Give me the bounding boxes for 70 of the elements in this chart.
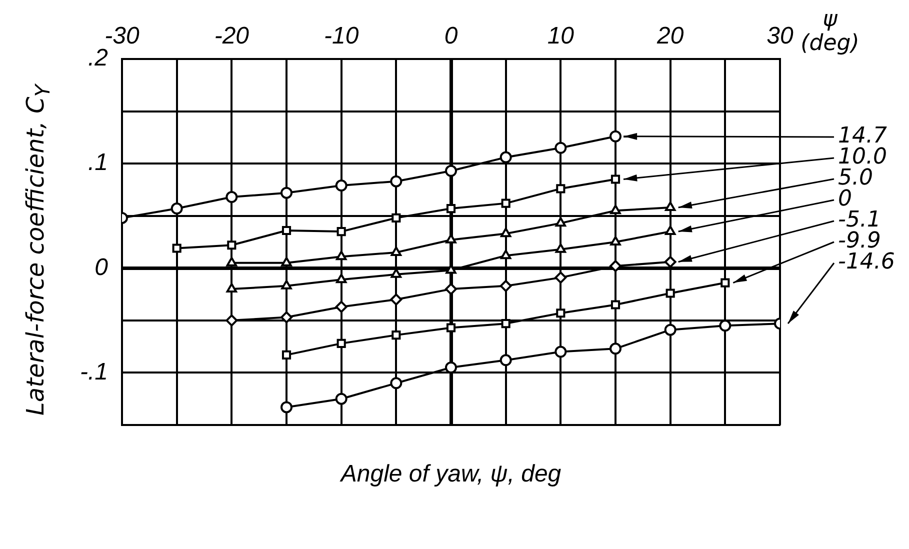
- point: [664, 324, 676, 336]
- y-tick-label: -.1: [80, 358, 108, 386]
- x-tick-label: -10: [324, 22, 360, 50]
- point: [390, 246, 402, 256]
- point: [281, 280, 292, 290]
- point: [336, 338, 346, 348]
- x-tick-label: 10: [547, 22, 575, 50]
- point: [280, 186, 292, 199]
- point: [282, 350, 292, 360]
- y-tick-label: .1: [88, 149, 108, 176]
- y-tick-label: 0: [94, 254, 109, 281]
- x-axis-title: Angle of yaw, ψ, deg: [338, 460, 562, 488]
- point: [226, 314, 238, 326]
- text: ψ (deg): [800, 7, 860, 56]
- point: [720, 278, 730, 288]
- point: [335, 392, 348, 405]
- point: [610, 174, 620, 184]
- point: [610, 260, 622, 272]
- point: [282, 226, 292, 236]
- point: [500, 250, 512, 260]
- point: [556, 308, 566, 318]
- point: [392, 213, 401, 222]
- point: [500, 151, 512, 164]
- point: [280, 401, 292, 414]
- point: [610, 300, 620, 310]
- point: [170, 202, 183, 215]
- point: [500, 280, 512, 292]
- x-tick-label: 0: [444, 22, 458, 50]
- point: [555, 217, 566, 227]
- point: [500, 354, 512, 366]
- point: [335, 300, 348, 313]
- point: [281, 256, 292, 266]
- point: [501, 198, 510, 208]
- point: [226, 256, 237, 266]
- point: [336, 227, 346, 236]
- point: [664, 256, 676, 268]
- point: [280, 311, 292, 324]
- point: [555, 243, 566, 253]
- point: [336, 274, 347, 284]
- point: [445, 164, 457, 177]
- point: [610, 130, 622, 142]
- point: [501, 319, 510, 328]
- point: [665, 201, 676, 211]
- point: [390, 294, 402, 306]
- point: [610, 236, 621, 246]
- point: [226, 191, 238, 204]
- point: [556, 184, 566, 194]
- point: [390, 377, 402, 390]
- point: [666, 288, 675, 298]
- point: [446, 323, 456, 332]
- point: [445, 283, 457, 296]
- text: 0: [838, 186, 852, 212]
- point: [554, 272, 567, 284]
- point: [335, 180, 348, 192]
- point: [500, 228, 512, 238]
- point: [554, 346, 567, 358]
- point: [446, 204, 456, 214]
- point: [227, 240, 236, 250]
- point: [665, 226, 676, 236]
- point: [390, 175, 402, 188]
- point: [610, 204, 621, 214]
- point: [172, 244, 182, 253]
- point: [336, 250, 347, 260]
- point: [226, 283, 237, 293]
- x-tick-label: -20: [214, 22, 250, 50]
- point: [554, 142, 567, 154]
- point: [610, 342, 622, 355]
- x-tick-label: 20: [656, 22, 684, 50]
- point: [392, 330, 401, 340]
- x-tick-label: 30: [766, 22, 794, 50]
